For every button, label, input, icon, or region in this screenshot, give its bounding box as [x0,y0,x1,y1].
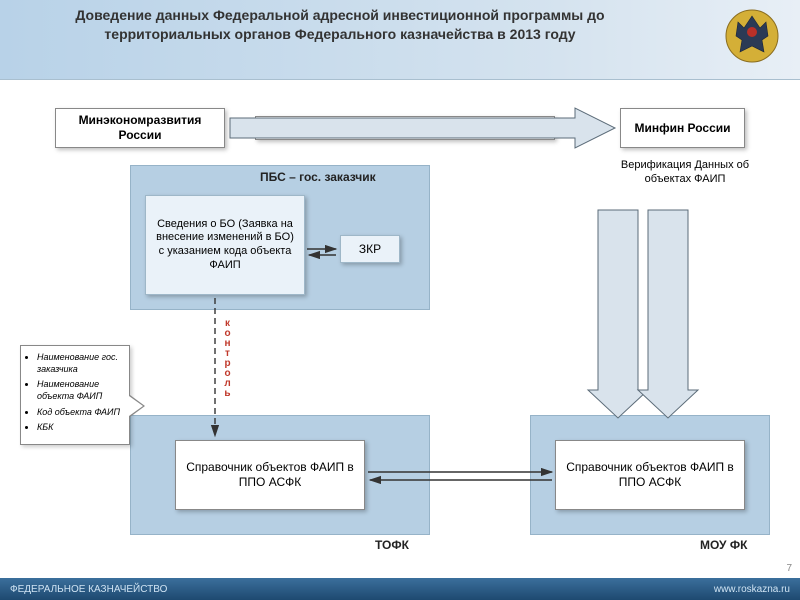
slide-title: Доведение данных Федеральной адресной ин… [60,6,620,44]
node-minfin: Минфин России [620,108,745,148]
callout-item: Наименование гос. заказчика [37,352,123,375]
note-verify: Верификация Данных об объектах ФАИП [620,158,750,187]
label-pril17: Приложение № 17 Приказа Минфина159н [614,230,634,400]
page-number: 7 [786,563,792,574]
callout-item: Наименование объекта ФАИП [37,379,123,402]
emblem-icon [722,6,782,66]
node-dir-right: Справочник объектов ФАИП в ППО АСФК [555,440,745,510]
callout-fields: Наименование гос. заказчика Наименование… [20,345,130,445]
label-kontrol: контроль [222,318,233,398]
label-tofk: ТОФК [375,538,409,552]
node-mer: Минэкономразвития России [55,108,225,148]
node-zkr: ЗКР [340,235,400,263]
node-dir-left: Справочник объектов ФАИП в ППО АСФК [175,440,365,510]
label-mou: МОУ ФК [700,538,747,552]
footer-left: ФЕДЕРАЛЬНОЕ КАЗНАЧЕЙСТВО [10,584,167,595]
footer-bar: ФЕДЕРАЛЬНОЕ КАЗНАЧЕЙСТВО www.roskazna.ru [0,578,800,600]
callout-item: КБК [37,422,123,434]
node-faip-label: Данные об объектах ФАИП (673 приказ МЭР) [255,116,555,140]
callout-item: Код объекта ФАИП [37,407,123,419]
footer-right: www.roskazna.ru [714,584,790,595]
label-pril20: Приложение № 20 Приказа Минфина 159н [664,230,684,400]
node-bo: Сведения о БО (Заявка на внесение измене… [145,195,305,295]
label-pbs: ПБС – гос. заказчик [260,170,376,184]
